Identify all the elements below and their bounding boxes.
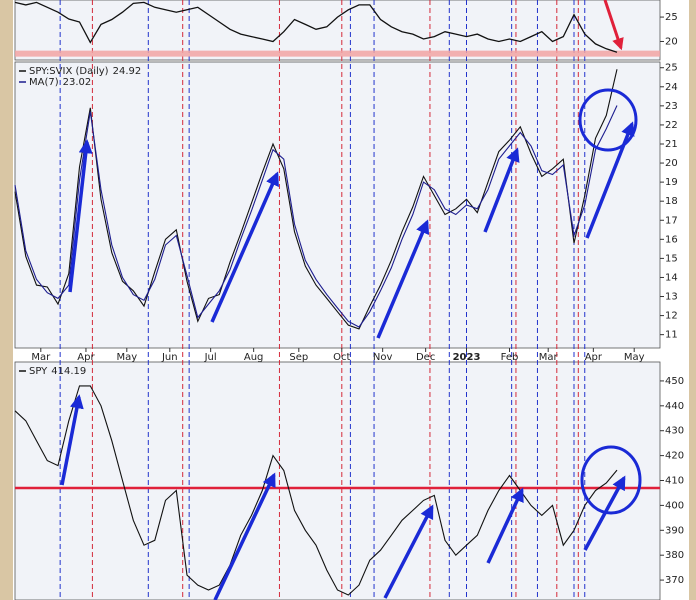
legend-entry: SPY 414.19 bbox=[29, 366, 86, 377]
legend-name: SPY bbox=[29, 366, 48, 377]
vertical-lines bbox=[59, 0, 586, 600]
y-tick-label: 22 bbox=[665, 120, 678, 131]
legend-value: 23.02 bbox=[63, 77, 92, 88]
y-tick-label: 390 bbox=[665, 525, 684, 536]
x-tick-label: May bbox=[116, 352, 137, 363]
y-tick-label: 440 bbox=[665, 401, 684, 412]
arrow bbox=[60, 394, 84, 486]
legend-entry: SPY:SVIX (Daily) 24.92 bbox=[29, 66, 141, 77]
x-tick-label: Nov bbox=[373, 352, 393, 363]
data-line bbox=[14, 69, 618, 330]
y-tick-label: 430 bbox=[665, 426, 684, 437]
y-tick-label: 380 bbox=[665, 550, 684, 561]
y-tick-label: 24 bbox=[665, 82, 678, 93]
y-tick-label: 410 bbox=[665, 476, 684, 487]
arrow bbox=[603, 0, 624, 51]
arrow bbox=[68, 139, 93, 293]
x-tick-label: Aug bbox=[244, 352, 264, 363]
circle bbox=[580, 445, 642, 515]
x-tick-label: Sep bbox=[289, 352, 308, 363]
x-tick-label: May bbox=[624, 352, 645, 363]
y-tick-label: 15 bbox=[665, 253, 678, 264]
frame-left bbox=[0, 0, 13, 600]
arrow bbox=[383, 504, 434, 599]
arrow bbox=[486, 487, 524, 564]
x-tick-label: Mar bbox=[539, 352, 559, 363]
data-line bbox=[14, 1, 618, 53]
panel-middle bbox=[14, 61, 661, 349]
y-tick-label: 16 bbox=[665, 234, 678, 245]
data-line bbox=[14, 385, 618, 596]
arrow bbox=[376, 219, 430, 339]
y-tick-label: 14 bbox=[665, 272, 678, 283]
y-tick-label: 20 bbox=[665, 36, 678, 47]
y-tick-label: 12 bbox=[665, 311, 678, 322]
y-tick-label: 21 bbox=[665, 139, 678, 150]
legend-name: SPY:SVIX (Daily) bbox=[29, 66, 109, 77]
x-tick-label: Oct bbox=[333, 352, 350, 363]
arrow bbox=[210, 171, 279, 323]
y-tick-label: 19 bbox=[665, 177, 678, 188]
panel-top bbox=[14, 0, 661, 61]
y-tick-label: 370 bbox=[665, 575, 684, 586]
x-tick-label: 2023 bbox=[453, 352, 481, 363]
y-tick-label: 400 bbox=[665, 500, 684, 511]
x-tick-label: Jun bbox=[161, 352, 178, 363]
arrow bbox=[483, 147, 520, 233]
y-tick-label: 20 bbox=[665, 158, 678, 169]
x-tick-label: Mar bbox=[31, 352, 51, 363]
y-tick-label: 13 bbox=[665, 292, 678, 303]
legend-name: MA(7) bbox=[29, 77, 59, 88]
x-tick-label: Jul bbox=[204, 352, 217, 363]
legend-entry: MA(7) 23.02 bbox=[29, 77, 91, 88]
y-tick-label: 450 bbox=[665, 376, 684, 387]
legend-value: 24.92 bbox=[113, 66, 142, 77]
arrow bbox=[583, 475, 626, 551]
plots: 20 25 11 12 13 14 15 16 17 18 19 20 21 22 23 24 25 Mar Apr… bbox=[14, 1, 684, 596]
data-line bbox=[14, 105, 618, 328]
x-tick-label: Feb bbox=[501, 352, 519, 363]
y-tick-label: 23 bbox=[665, 101, 678, 112]
arrow bbox=[213, 472, 276, 600]
circle bbox=[578, 88, 638, 152]
x-tick-label: Apr bbox=[585, 352, 603, 363]
y-tick-label: 25 bbox=[665, 12, 678, 23]
y-tick-label: 18 bbox=[665, 196, 678, 207]
frame-right bbox=[689, 0, 696, 600]
y-tick-label: 420 bbox=[665, 451, 684, 462]
annotations bbox=[60, 0, 642, 600]
x-tick-label: Apr bbox=[77, 352, 95, 363]
y-tick-label: 17 bbox=[665, 215, 678, 226]
x-tick-label: Dec bbox=[416, 352, 435, 363]
legend-value: 414.19 bbox=[51, 366, 86, 377]
panel-bottom bbox=[14, 361, 661, 600]
y-tick-label: 11 bbox=[665, 330, 678, 341]
y-tick-label: 25 bbox=[665, 63, 678, 74]
